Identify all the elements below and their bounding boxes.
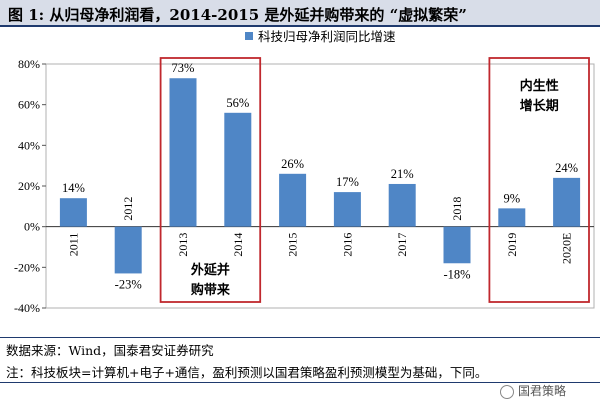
value-label: -18%: [443, 267, 470, 281]
category-label: 2019: [505, 233, 519, 257]
legend-swatch: [245, 32, 253, 40]
bar-2020E: [553, 177, 581, 227]
title-bar: 图 1: 从归母净利润看，2014-2015 是外延并购带来的 “虚拟繁荣”: [0, 0, 600, 27]
category-label: 2018: [450, 197, 464, 221]
bar-2017: [388, 183, 416, 227]
bar-2011: [59, 198, 87, 227]
y-tick-label: 80%: [18, 57, 40, 71]
bar-2016: [333, 192, 361, 227]
y-tick-label: 40%: [18, 138, 40, 152]
legend-label: 科技归母净利润同比增速: [258, 29, 396, 44]
y-tick-label: -20%: [14, 260, 40, 274]
category-label: 2020E: [560, 233, 574, 264]
value-label: 21%: [391, 167, 414, 181]
annotation-box: [159, 57, 262, 303]
value-label: 9%: [503, 191, 520, 205]
value-label: 26%: [281, 157, 304, 171]
y-tick-label: 0%: [24, 220, 40, 234]
footer-source: 数据来源：Wind，国泰君安证券研究: [6, 343, 214, 358]
value-label: 56%: [226, 96, 249, 110]
bar-2013: [169, 78, 197, 227]
y-tick-label: -40%: [14, 301, 40, 315]
category-label: 2011: [66, 233, 80, 257]
y-tick-label: 60%: [18, 98, 40, 112]
value-label: 17%: [336, 175, 359, 189]
category-label: 2014: [231, 233, 245, 257]
footer-rule: [0, 337, 600, 338]
labels-layer: 2011 14% 2012 -23% 2013 73% 2014 56% 2015 26% 2016…: [62, 61, 578, 291]
bar-2015: [279, 173, 307, 227]
annotation-label: 外延并: [190, 262, 230, 278]
bars-layer: [59, 78, 581, 274]
figure-title: 图 1: 从归母净利润看，2014-2015 是外延并购带来的 “虚拟繁荣”: [8, 6, 467, 24]
watermark-text: 国君策略: [518, 384, 567, 398]
footer-rule-bottom: [0, 382, 600, 383]
y-tick-label: 20%: [18, 179, 40, 193]
bar-2014: [224, 112, 252, 227]
category-label: 2013: [176, 233, 190, 257]
annotation-label: 增长期: [520, 98, 559, 114]
category-label: 2017: [395, 233, 409, 257]
bar-chart: -40%-20%0%20%40%60%80% 201114%2012-23%20…: [14, 29, 595, 315]
value-label: 24%: [555, 161, 578, 175]
value-label: -23%: [115, 277, 142, 291]
category-label: 2016: [340, 233, 354, 257]
bar-2018: [443, 226, 471, 264]
value-label: 73%: [172, 61, 195, 75]
value-label: 14%: [62, 181, 85, 195]
bar-2019: [498, 208, 526, 227]
annotation-box: [488, 57, 590, 303]
legend: 科技归母净利润同比增速: [245, 29, 396, 44]
category-label: 2015: [286, 233, 300, 257]
category-label: 2012: [121, 197, 135, 221]
annotation-label: 内生性: [520, 78, 559, 94]
watermark: 国君策略: [500, 382, 596, 400]
footer-note: 注：科技板块=计算机+电子+通信，盈利预测以国君策略盈利预测模型为基础，下同。: [6, 365, 488, 380]
bar-2012: [114, 226, 142, 274]
wechat-icon: [500, 384, 514, 399]
annotation-label: 购带来: [191, 282, 231, 298]
